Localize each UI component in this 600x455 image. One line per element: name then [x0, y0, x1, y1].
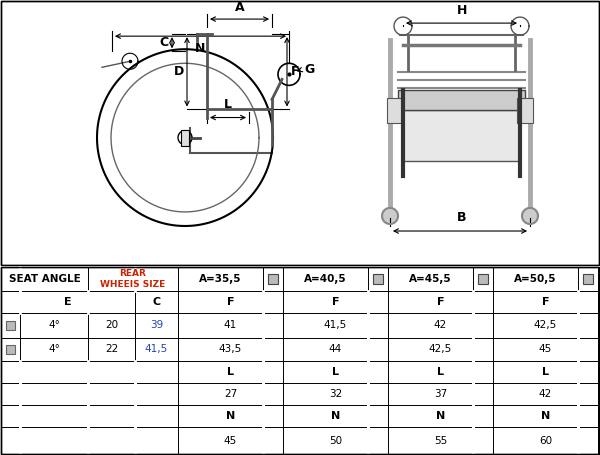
Text: A=35,5: A=35,5: [199, 274, 242, 284]
Text: E: E: [64, 297, 72, 307]
Text: L: L: [332, 367, 339, 377]
Text: F: F: [291, 66, 299, 78]
Text: 43,5: 43,5: [219, 344, 242, 354]
Bar: [373, 274, 383, 284]
Bar: [398, 91, 525, 111]
Bar: [268, 274, 278, 284]
Text: 4°: 4°: [48, 344, 60, 354]
Text: C: C: [152, 297, 161, 307]
Text: 20: 20: [105, 320, 118, 330]
Text: 39: 39: [150, 320, 163, 330]
Text: 42,5: 42,5: [534, 320, 557, 330]
Text: 4°: 4°: [48, 320, 60, 330]
Text: N: N: [331, 411, 340, 421]
Text: L: L: [224, 98, 232, 111]
Text: N: N: [541, 411, 550, 421]
Text: A=45,5: A=45,5: [409, 274, 452, 284]
Text: SEAT ANGLE: SEAT ANGLE: [8, 274, 80, 284]
Text: 27: 27: [224, 389, 237, 399]
Text: 45: 45: [539, 344, 552, 354]
Text: REAR
WHEEIS SIZE: REAR WHEEIS SIZE: [100, 269, 166, 289]
Text: G: G: [304, 63, 314, 76]
Text: A=40,5: A=40,5: [304, 274, 347, 284]
Bar: [6, 321, 15, 330]
Bar: [517, 98, 533, 122]
Bar: [6, 345, 15, 354]
Text: A=50,5: A=50,5: [514, 274, 557, 284]
Text: F: F: [542, 297, 549, 307]
Text: 41: 41: [224, 320, 237, 330]
Bar: [583, 274, 593, 284]
Text: 42: 42: [434, 320, 447, 330]
Text: D: D: [174, 66, 184, 78]
Text: F: F: [437, 297, 444, 307]
Bar: [181, 130, 189, 146]
Circle shape: [522, 208, 538, 224]
Text: N: N: [196, 42, 206, 55]
Text: 60: 60: [539, 435, 552, 445]
Text: B: B: [457, 211, 467, 224]
Text: C: C: [160, 36, 169, 49]
Text: 42: 42: [539, 389, 552, 399]
Bar: [387, 98, 403, 122]
Text: N: N: [436, 411, 445, 421]
Text: L: L: [437, 367, 444, 377]
Text: 44: 44: [329, 344, 342, 354]
Text: 41,5: 41,5: [324, 320, 347, 330]
Text: L: L: [227, 367, 234, 377]
Text: 42,5: 42,5: [429, 344, 452, 354]
Text: 50: 50: [329, 435, 342, 445]
Text: H: H: [457, 4, 467, 17]
Text: 37: 37: [434, 389, 447, 399]
Text: 32: 32: [329, 389, 342, 399]
Bar: [403, 111, 520, 161]
Text: F: F: [332, 297, 339, 307]
Text: 41,5: 41,5: [145, 344, 168, 354]
Circle shape: [382, 208, 398, 224]
Text: L: L: [542, 367, 549, 377]
Text: 45: 45: [224, 435, 237, 445]
Text: A: A: [235, 1, 244, 14]
Text: 55: 55: [434, 435, 447, 445]
Text: 22: 22: [105, 344, 118, 354]
Bar: [478, 274, 488, 284]
Text: N: N: [226, 411, 235, 421]
Text: F: F: [227, 297, 234, 307]
